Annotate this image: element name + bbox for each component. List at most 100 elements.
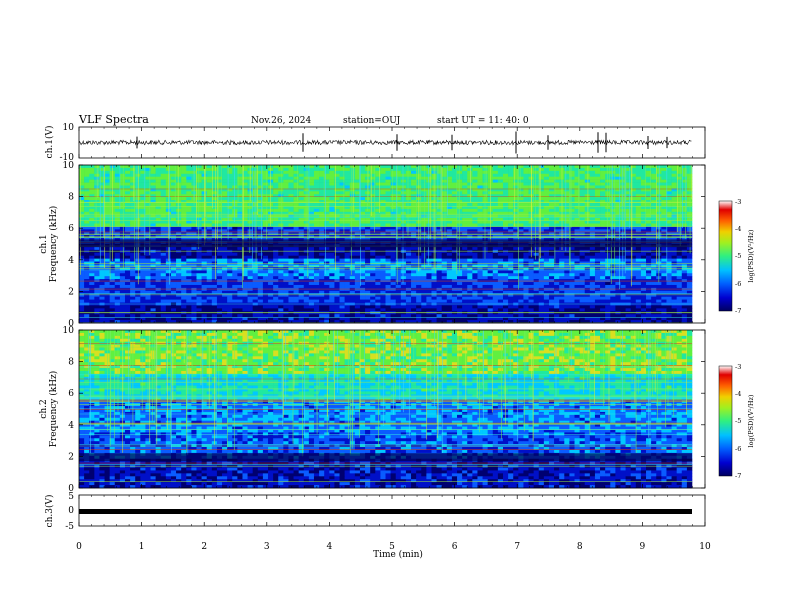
spectrogram-cell	[273, 188, 279, 192]
spectrogram-cell	[349, 185, 356, 189]
spectrogram-cell	[548, 179, 555, 183]
spectrogram-cell	[319, 191, 325, 195]
spectrogram-cell	[313, 264, 320, 268]
spectrogram-cell	[686, 170, 693, 175]
spectrogram-cell	[513, 261, 519, 265]
spectrogram-cell	[354, 252, 361, 257]
spectrogram-cell	[303, 200, 310, 204]
spectrogram-cell	[247, 211, 253, 216]
spectrogram-cell	[130, 246, 136, 251]
spectrogram-cell	[89, 182, 95, 186]
spectrogram-cell	[646, 220, 652, 224]
spectrogram-cell	[319, 246, 325, 251]
spectrogram-cell	[334, 165, 340, 169]
spectrogram-cell	[441, 226, 448, 230]
spectrogram-cell	[339, 179, 345, 183]
spectrogram-cell	[400, 191, 407, 195]
spectrogram-cell	[416, 270, 422, 274]
spectrogram-cell	[467, 173, 473, 178]
spectrogram-cell	[508, 276, 514, 280]
spectrogram-cell	[201, 276, 208, 280]
spectrogram-cell	[523, 229, 529, 233]
spectrogram-cell	[206, 276, 213, 280]
spectrogram-cell	[411, 165, 417, 169]
spectrogram-cell	[165, 282, 172, 286]
spectrogram-cell	[114, 220, 121, 224]
spectrogram-cell	[385, 246, 391, 251]
spectrogram-cell	[119, 182, 126, 186]
spectrogram-cell	[359, 267, 366, 271]
spectrogram-cell	[262, 279, 269, 283]
spectrogram-cell	[615, 226, 621, 230]
spectrogram-cell	[400, 258, 407, 262]
spectrogram-cell	[533, 252, 540, 257]
spectrogram-cell	[676, 273, 683, 277]
spectrogram-cell	[237, 167, 243, 172]
spectrogram-cell	[554, 246, 560, 251]
spectrogram-cell	[79, 258, 85, 262]
spectrogram-cell	[150, 279, 156, 283]
spectrogram-cell	[186, 258, 192, 262]
spectrogram-cell	[686, 188, 693, 192]
spectrogram-cell	[150, 211, 156, 216]
spectrogram-cell	[99, 267, 105, 271]
spectrogram-cell	[84, 208, 90, 213]
spectrogram-cell	[508, 185, 514, 189]
spectrogram-cell	[681, 170, 688, 175]
spectrogram-cell	[625, 176, 631, 180]
spectrogram-cell	[610, 217, 616, 221]
spectrogram-cell	[605, 200, 611, 204]
spectrogram-cell	[140, 194, 146, 198]
spectrogram-cell	[579, 173, 586, 178]
spectrogram-cell	[140, 284, 146, 289]
spectrogram-cell	[359, 176, 366, 180]
spectrogram-cell	[600, 246, 606, 251]
spectrogram-cell	[594, 165, 601, 169]
spectrogram-cell	[395, 252, 402, 257]
spectrogram-cell	[160, 226, 167, 230]
spectrogram-cell	[181, 173, 187, 178]
spectrogram-cell	[232, 173, 238, 178]
spectrogram-cell	[130, 165, 136, 169]
spectrogram-cell	[242, 226, 248, 230]
spectrogram-cell	[579, 211, 586, 216]
spectrogram-cell	[359, 255, 366, 259]
spectrogram-cell	[457, 276, 463, 280]
spectrogram-cell	[196, 255, 202, 259]
spectrogram-cell	[513, 165, 519, 169]
spectrogram-cell	[206, 205, 213, 210]
spectrogram-cell	[579, 217, 586, 221]
spectrogram-cell	[293, 194, 299, 198]
spectrogram-cell	[451, 211, 458, 216]
spectrogram-cell	[497, 203, 504, 207]
spectrogram-cell	[554, 188, 560, 192]
spectrogram-cell	[472, 205, 478, 210]
spectrogram-cell	[686, 226, 693, 230]
spectrogram-cell	[620, 211, 626, 216]
spectrogram-cell	[165, 264, 172, 268]
spectrogram-cell	[354, 185, 361, 189]
spectrogram-cell	[298, 188, 305, 192]
spectrogram-cell	[395, 273, 402, 277]
spectrogram-cell	[201, 273, 208, 277]
spectrogram-cell	[508, 246, 514, 251]
spectrogram-cell	[252, 267, 259, 271]
spectrogram-cell	[124, 255, 131, 259]
spectrogram-cell	[365, 229, 371, 233]
spectrogram-cell	[268, 258, 274, 262]
spectrogram-cell	[227, 226, 233, 230]
spectrogram-cell	[94, 203, 100, 207]
spectrogram-cell	[574, 173, 580, 178]
spectrogram-cell	[651, 282, 657, 286]
spectrogram-cell	[426, 273, 432, 277]
spectrogram-cell	[380, 264, 386, 268]
spectrogram-cell	[584, 179, 591, 183]
spectrogram-cell	[145, 197, 151, 201]
spectrogram-cell	[600, 170, 606, 175]
spectrogram-cell	[130, 173, 136, 178]
spectrogram-cell	[405, 203, 412, 207]
spectrogram-cell	[676, 205, 683, 210]
spectrogram-cell	[119, 173, 126, 178]
spectrogram-cell	[502, 258, 509, 262]
spectrogram-cell	[247, 203, 253, 207]
